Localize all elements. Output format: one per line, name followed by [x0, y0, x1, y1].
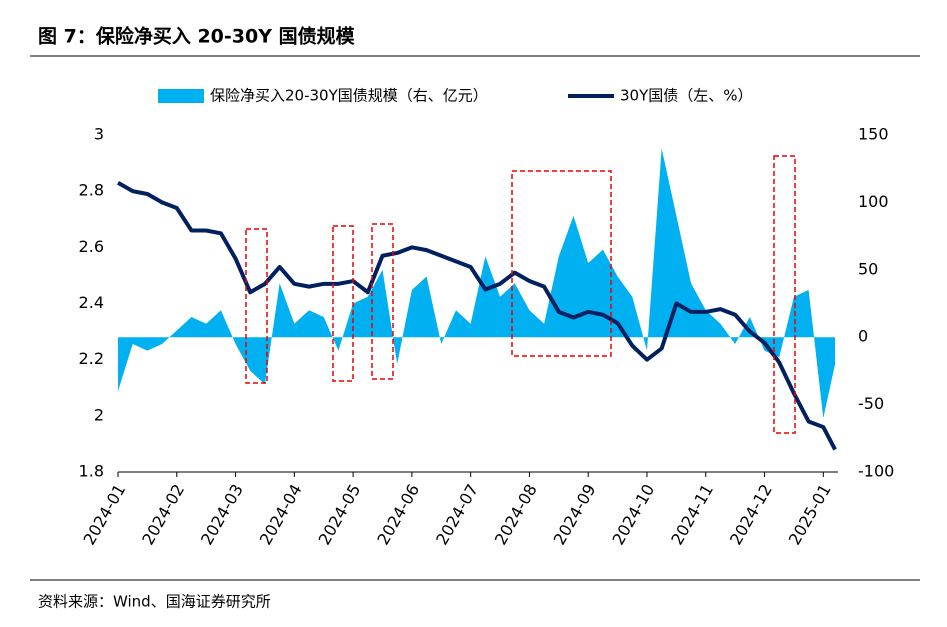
legend-swatch	[158, 89, 204, 103]
y-tick-label: 2	[94, 405, 104, 424]
y-tick-label: 2.4	[79, 293, 104, 312]
x-tick-label: 2024-11	[667, 481, 717, 548]
x-tick-label: 2024-12	[726, 481, 776, 548]
y-tick-label: 2.2	[79, 349, 104, 368]
highlight-box	[245, 228, 268, 384]
highlight-box	[773, 155, 796, 434]
highlight-box	[511, 170, 612, 357]
y2-tick-label: -100	[858, 462, 894, 481]
plot: 1.8 2 2.2 2.4 2.6 2.8 3 -100 -50 0 50 100 150 2024-01…	[79, 87, 895, 549]
x-tick-label: 2024-09	[550, 481, 600, 548]
x-tick-label: 2024-10	[608, 481, 658, 548]
area	[118, 148, 836, 419]
y-tick-label: 3	[94, 125, 104, 144]
y2-tick-label: -50	[858, 394, 884, 413]
y-tick-label: 2.8	[79, 181, 104, 200]
highlight-box	[332, 225, 354, 382]
chart-title: 图 7：保险净买入 20-30Y 国债规模	[38, 25, 356, 48]
source: 资料来源：Wind、国海证券研究所	[38, 593, 271, 611]
x-tick-label: 2024-02	[138, 481, 188, 548]
x-tick-label: 2024-01	[79, 481, 129, 548]
y-tick-label: 1.8	[79, 462, 104, 481]
x-tick-label: 2024-05	[315, 481, 365, 548]
highlight-box	[371, 223, 394, 380]
x-tick-label: 2024-03	[197, 481, 247, 548]
y2-tick-label: 150	[858, 125, 889, 144]
x-tick-label: 2024-08	[491, 481, 541, 548]
y2-tick-label: 100	[858, 192, 889, 211]
x-tick-label: 2024-06	[373, 481, 423, 548]
x-tick-label: 2024-07	[432, 481, 482, 548]
y2-tick-label: 0	[858, 327, 868, 346]
legend-label: 30Y国债（左、%）	[620, 87, 753, 105]
x-tick-label: 2025-01	[785, 481, 835, 548]
highlight-boxes	[245, 155, 796, 434]
legend-label: 保险净买入20-30Y国债规模（右、亿元）	[210, 87, 488, 105]
y-tick-label: 2.6	[79, 237, 104, 256]
x-tick-label: 2024-04	[256, 481, 306, 548]
y2-tick-label: 50	[858, 259, 878, 278]
line	[117, 181, 837, 451]
